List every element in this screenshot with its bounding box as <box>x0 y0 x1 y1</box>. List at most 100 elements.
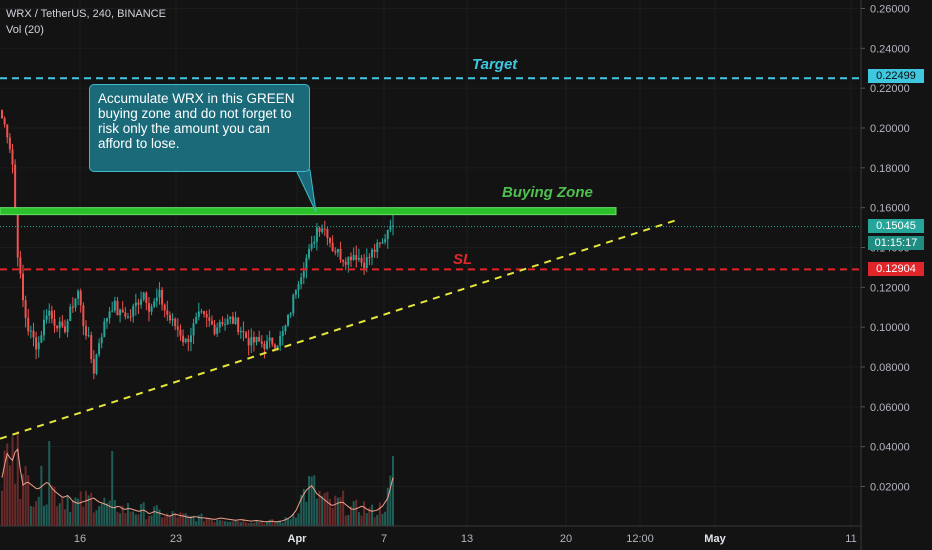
volume-bar <box>24 466 27 526</box>
callout-text: Accumulate WRX in this GREEN buying zone… <box>98 91 295 151</box>
candle-body <box>294 290 297 295</box>
volume-bar <box>231 521 234 526</box>
volume-bar <box>77 498 80 526</box>
candle-body <box>258 336 261 342</box>
volume-bar <box>203 521 206 526</box>
candle-body <box>305 257 308 272</box>
volume-bar <box>218 520 221 526</box>
volume-bar <box>376 514 379 526</box>
candle-body <box>331 242 334 252</box>
volume-bar <box>237 520 240 526</box>
candle-body <box>339 248 342 260</box>
volume-bar <box>187 515 190 526</box>
candle-body <box>182 335 185 343</box>
volume-ma-line <box>1 448 394 523</box>
buying-zone-rect[interactable] <box>0 207 617 216</box>
time-axis[interactable]: 16 23 Apr 7 13 20 12:00 May 11 <box>74 533 857 545</box>
volume-bar <box>61 498 64 526</box>
volume-bar <box>273 522 276 526</box>
volume-bar <box>134 514 137 526</box>
volume-bar <box>281 522 284 526</box>
candle-body <box>357 257 360 260</box>
price-tick-label: 0.18000 <box>870 163 910 175</box>
candle-body <box>126 316 129 318</box>
volume-bar <box>90 492 93 526</box>
candle-body <box>218 321 221 328</box>
volume-bar <box>98 506 101 526</box>
volume-bar <box>119 513 122 526</box>
volume-bar <box>381 513 384 526</box>
candle-body <box>255 336 258 343</box>
volume-bar <box>35 501 38 526</box>
candle-body <box>260 341 263 344</box>
volume-bar <box>331 507 334 526</box>
candle-body <box>195 316 198 324</box>
volume-bar <box>140 504 143 526</box>
candle-body <box>87 335 90 337</box>
candle-body <box>61 321 64 327</box>
volume-bar <box>373 517 376 526</box>
volume-bar <box>213 521 216 526</box>
callout-note[interactable]: Accumulate WRX in this GREEN buying zone… <box>89 84 310 172</box>
candle-body <box>242 331 245 333</box>
price-tick-label: 0.10000 <box>870 322 910 334</box>
trendline[interactable] <box>0 218 679 440</box>
volume-bar <box>308 476 311 526</box>
candle-body <box>252 337 255 343</box>
volume-bar <box>247 523 250 526</box>
volume-bar <box>313 475 316 526</box>
volume-bar <box>392 456 394 526</box>
candle-body <box>111 310 114 312</box>
time-tick-label: Apr <box>288 533 308 545</box>
volume-bar <box>189 515 192 526</box>
candle-body <box>103 321 106 338</box>
volume-bar <box>53 486 56 526</box>
volume-bar <box>132 511 135 526</box>
volume-bar <box>69 512 72 526</box>
sl-label: SL <box>453 251 473 268</box>
candle-body <box>1 110 3 119</box>
candle-body <box>273 344 276 349</box>
volume-bar <box>224 521 227 526</box>
volume-bar <box>276 521 279 526</box>
price-axis[interactable]: 0.26000 0.24000 0.22000 0.20000 0.18000 0.160… <box>861 4 910 494</box>
volume-bar <box>378 502 381 526</box>
candle-body <box>350 256 353 261</box>
candle-body <box>63 326 66 333</box>
volume-bar <box>29 506 32 526</box>
volume-bar <box>357 512 360 526</box>
volume-bar <box>168 515 171 526</box>
volume-bars <box>1 431 394 526</box>
candle-body <box>329 238 332 243</box>
candle-body <box>250 337 253 346</box>
candle-body <box>79 290 82 306</box>
volume-bar <box>11 436 14 526</box>
volume-bar <box>92 512 95 526</box>
candle-body <box>221 321 224 325</box>
volume-bar <box>302 489 305 526</box>
candle-body <box>281 331 284 336</box>
candle-body <box>168 314 171 321</box>
candle-body <box>216 327 219 335</box>
candle-body <box>45 315 48 320</box>
candle-body <box>192 323 195 336</box>
volume-bar <box>342 490 345 526</box>
candle-body <box>71 306 74 308</box>
candle-body <box>300 277 303 285</box>
candle-body <box>8 137 11 150</box>
time-tick-label: 7 <box>381 533 387 545</box>
candle-body <box>389 225 392 230</box>
volume-bar <box>19 498 22 526</box>
time-tick-label: 13 <box>461 533 473 545</box>
price-tick-label: 0.20000 <box>870 123 910 135</box>
volume-bar <box>360 515 363 526</box>
volume-bar <box>315 498 318 526</box>
volume-bar <box>289 519 292 526</box>
volume-bar <box>74 497 77 526</box>
price-tick-label: 0.12000 <box>870 282 910 294</box>
candle-body <box>119 309 122 316</box>
candle-body <box>90 335 93 360</box>
candle-body <box>6 124 9 138</box>
candle-body <box>74 298 77 308</box>
